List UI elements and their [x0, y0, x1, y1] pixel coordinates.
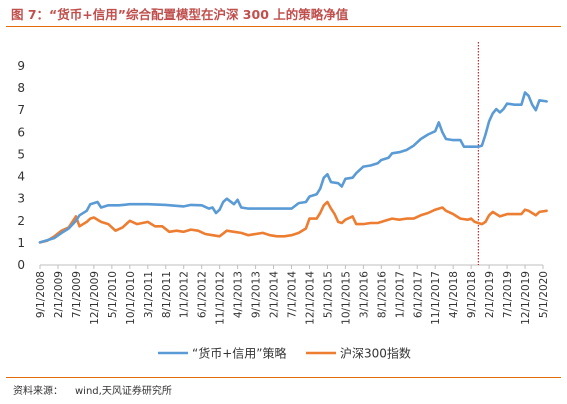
y-tick-label: 2 — [17, 214, 25, 228]
source-note: 资料来源： wind,天风证券研究所 — [13, 382, 172, 397]
index-series-line — [38, 200, 548, 244]
x-tick-label: 5/1/2010 — [107, 271, 119, 318]
y-tick-label: 3 — [17, 192, 25, 206]
x-tick-label: 3/1/2016 — [358, 271, 370, 318]
x-tick-label: 7/1/2014 — [287, 271, 299, 318]
x-tick-label: 11/1/2017 — [430, 271, 442, 325]
x-tick-label: 10/1/2010 — [125, 271, 137, 325]
y-tick-label: 4 — [17, 170, 25, 184]
x-tick-label: 4/1/2018 — [448, 271, 460, 318]
y-tick-label: 6 — [17, 125, 25, 139]
y-tick-label: 8 — [17, 81, 25, 95]
x-tick-label: 2/1/2009 — [53, 271, 65, 318]
legend-label-index: 沪深300指数 — [340, 346, 411, 361]
x-tick-label: 1/1/2012 — [179, 271, 191, 318]
y-tick-label: 7 — [17, 103, 25, 117]
x-tick-label: 9/1/2018 — [466, 271, 478, 318]
strategy-series-line — [38, 91, 548, 244]
x-tick-label: 7/1/2019 — [502, 271, 514, 318]
bottom-rule — [6, 377, 561, 378]
x-tick-label: 12/1/2014 — [304, 271, 316, 325]
x-axis-ticks: 9/1/2008 2/1/2009 7/1/2009 12/1/2009 5/1/201… — [35, 265, 550, 325]
chart-legend: “货币+信用”策略 沪深300指数 — [158, 346, 411, 361]
x-tick-label: 12/1/2019 — [520, 271, 532, 325]
x-tick-label: 12/1/2009 — [89, 271, 101, 325]
x-tick-label: 11/1/2012 — [215, 271, 227, 325]
y-tick-label: 1 — [17, 236, 25, 250]
x-tick-label: 7/1/2009 — [71, 271, 83, 318]
x-tick-label: 3/1/2011 — [143, 271, 155, 318]
x-tick-label: 9/1/2013 — [251, 271, 263, 318]
x-tick-label: 2/1/2014 — [269, 271, 281, 318]
legend-label-strategy: “货币+信用”策略 — [192, 346, 287, 361]
x-tick-label: 5/1/2015 — [322, 271, 334, 318]
x-tick-label: 8/1/2011 — [161, 271, 173, 318]
y-tick-label: 9 — [17, 59, 25, 73]
x-tick-label: 6/1/2012 — [197, 271, 209, 318]
y-tick-label: 0 — [17, 258, 25, 272]
x-tick-label: 6/1/2017 — [412, 271, 424, 318]
source-label: 资料来源： — [13, 386, 63, 397]
x-tick-label: 10/1/2015 — [340, 271, 352, 325]
top-rule — [6, 26, 561, 27]
figure-title: 图 7：“货币+信用”综合配置模型在沪深 300 上的策略净值 — [11, 7, 349, 22]
x-tick-label: 8/1/2016 — [376, 271, 388, 318]
y-axis-ticks: 0 1 2 3 4 5 6 7 8 9 — [17, 59, 25, 272]
x-tick-label: 9/1/2008 — [35, 271, 47, 318]
y-tick-label: 5 — [17, 147, 25, 161]
x-tick-label: 5/1/2020 — [538, 271, 550, 318]
x-tick-label: 1/1/2017 — [394, 271, 406, 318]
x-tick-label: 2/1/2019 — [484, 271, 496, 318]
x-tick-label: 4/1/2013 — [233, 271, 245, 318]
chart-series — [38, 91, 548, 244]
source-value: wind,天风证券研究所 — [75, 386, 172, 397]
